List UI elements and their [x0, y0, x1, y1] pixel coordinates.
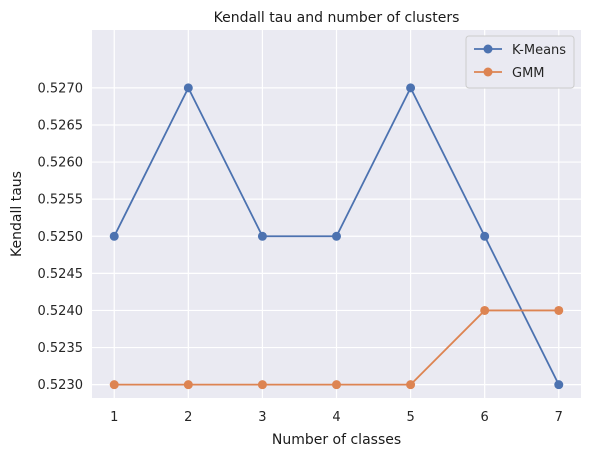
y-tick-label: 0.5230: [38, 378, 84, 393]
x-tick-label: 3: [258, 410, 266, 425]
y-tick-label: 0.5255: [38, 193, 84, 208]
x-tick-label: 1: [110, 410, 118, 425]
data-point-gmm: [332, 380, 341, 390]
legend: K-Means GMM: [465, 35, 575, 89]
legend-marker-gmm: [483, 67, 493, 77]
x-tick-label: 2: [184, 410, 192, 425]
data-point-k-means: [554, 380, 564, 390]
legend-label-gmm: GMM: [512, 66, 545, 81]
y-axis-label: Kendall taus: [9, 171, 25, 257]
data-point-k-means: [183, 83, 193, 93]
data-point-gmm: [406, 380, 416, 390]
data-point-gmm: [183, 380, 193, 390]
data-point-gmm: [480, 305, 490, 315]
series-layer: [109, 83, 564, 390]
y-tick-label: 0.5240: [38, 304, 84, 319]
chart-title: Kendall tau and number of clusters: [214, 10, 460, 26]
data-point-gmm: [554, 305, 564, 315]
x-tick-label: 7: [555, 410, 563, 425]
legend-label-kmeans: K-Means: [512, 43, 566, 58]
data-point-k-means: [109, 231, 119, 241]
data-point-gmm: [257, 380, 267, 390]
y-tick-labels: 0.5230 0.5235 0.5240 0.5245 0.5250 0.5255 0.52…: [38, 81, 84, 393]
x-tick-label: 5: [406, 410, 414, 425]
y-tick-label: 0.5235: [38, 341, 84, 356]
data-point-k-means: [332, 231, 341, 241]
y-tick-label: 0.5260: [38, 156, 84, 171]
y-tick-label: 0.5245: [38, 267, 84, 282]
y-tick-label: 0.5270: [38, 81, 84, 96]
data-point-k-means: [406, 83, 416, 93]
legend-marker-kmeans: [483, 44, 493, 54]
x-tick-label: 6: [481, 410, 489, 425]
data-point-k-means: [480, 231, 490, 241]
y-tick-label: 0.5265: [38, 118, 84, 133]
data-point-gmm: [109, 380, 119, 390]
x-axis-label: Number of classes: [272, 432, 401, 448]
x-tick-label: 4: [332, 410, 340, 425]
x-tick-labels: 1 2 3 4 5 6 7: [110, 410, 563, 425]
data-point-k-means: [257, 231, 267, 241]
y-tick-label: 0.5250: [38, 230, 84, 245]
